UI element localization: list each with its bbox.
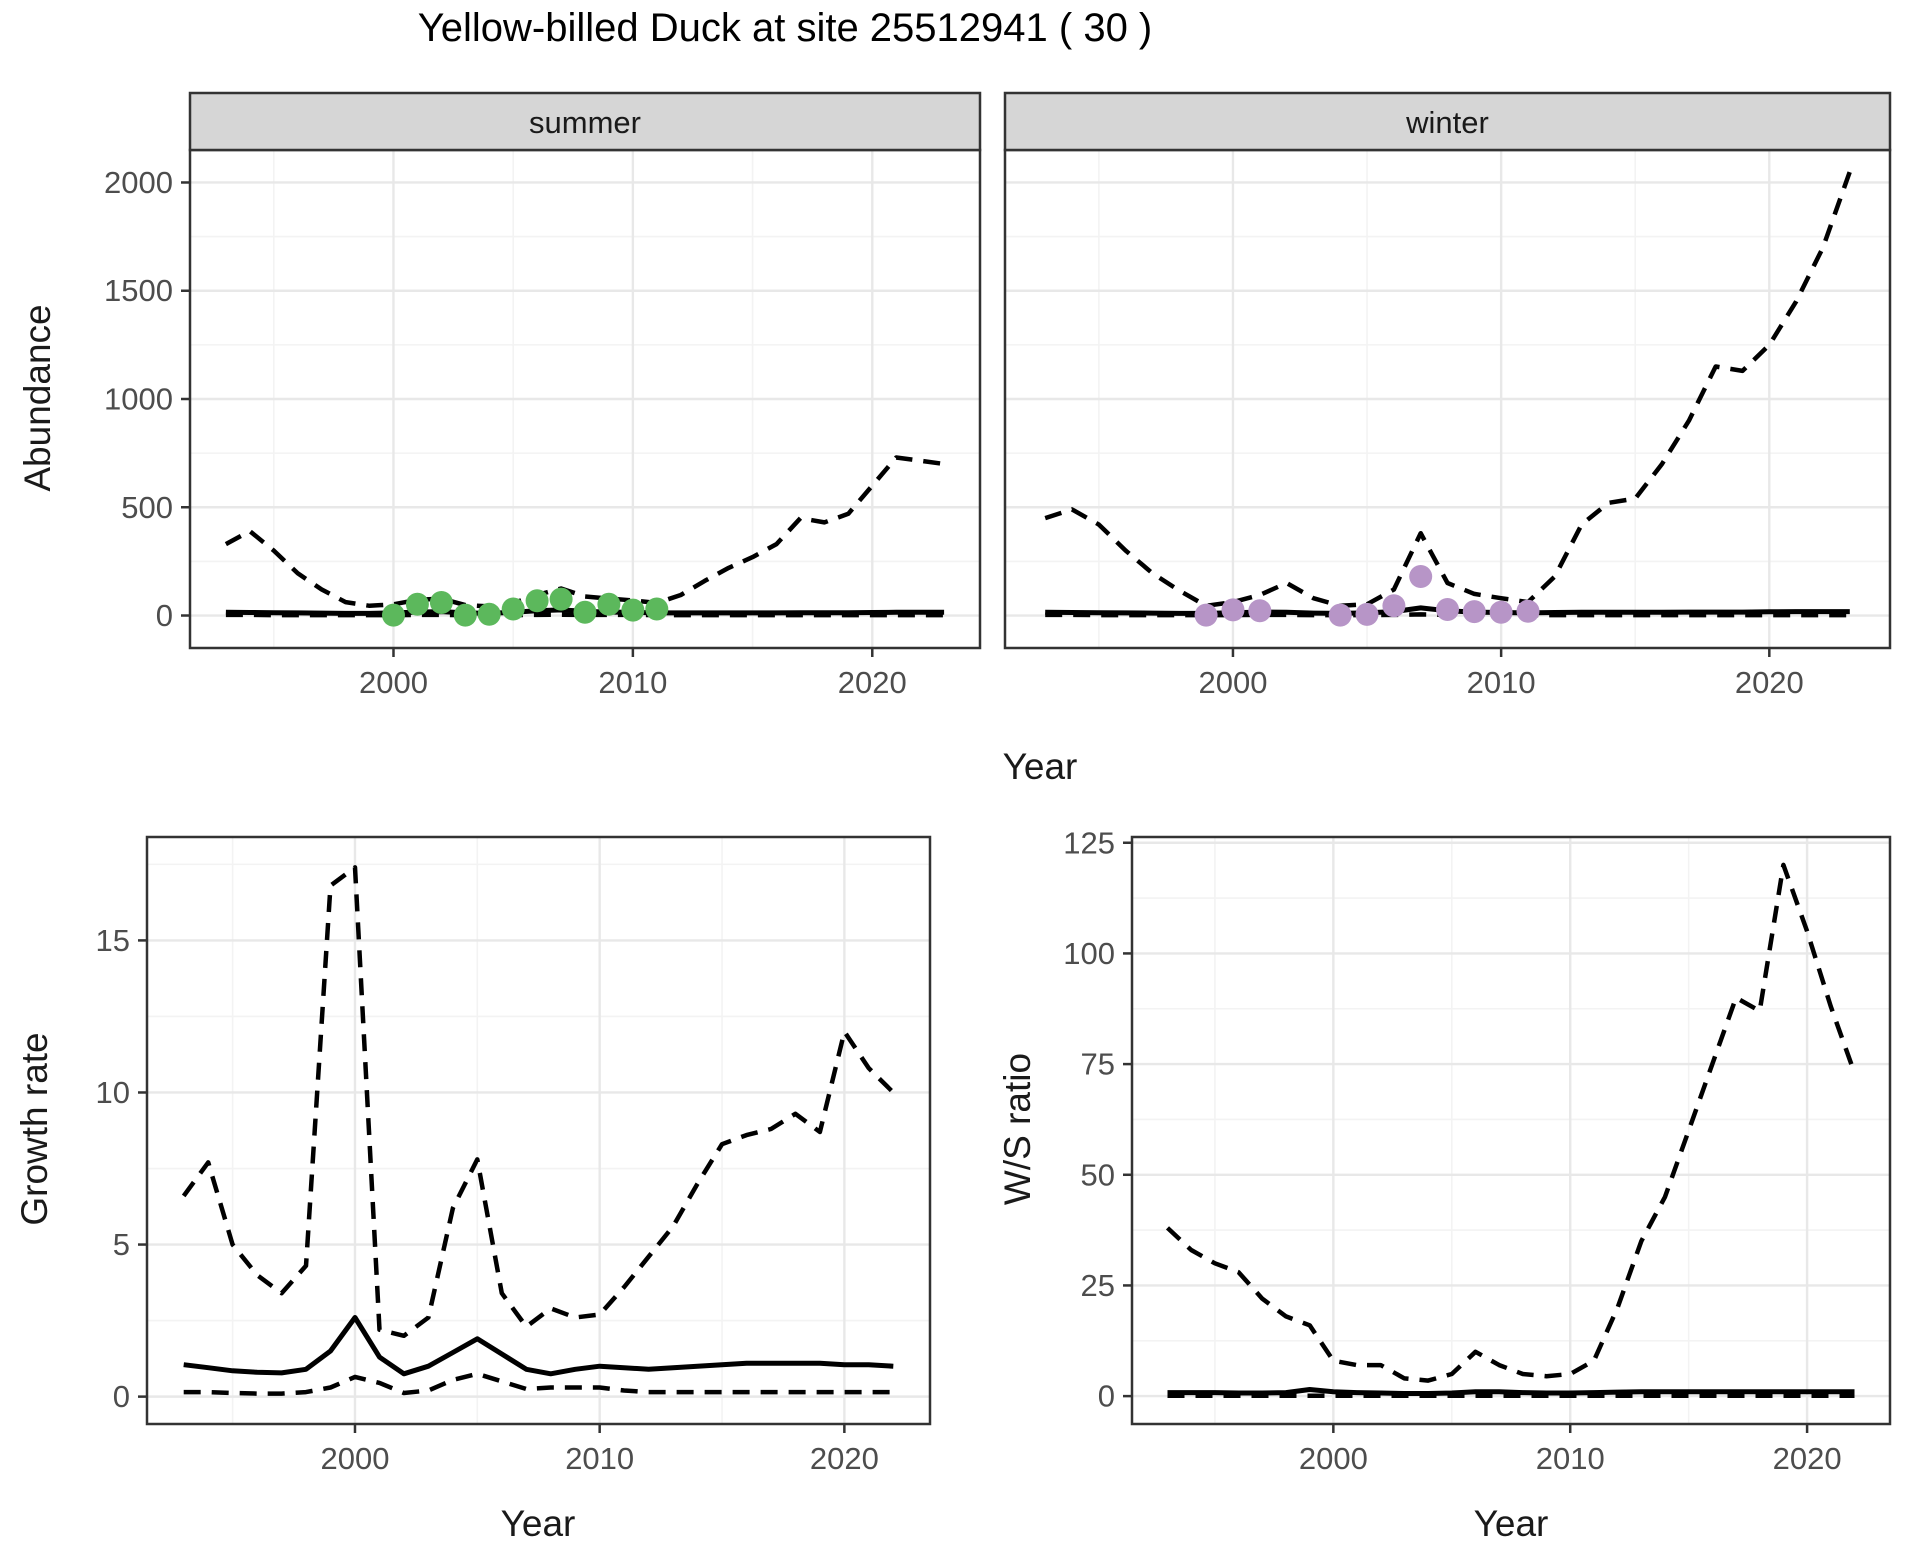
series-estimate-solid-line <box>1167 1387 1855 1396</box>
plot-title: Yellow-billed Duck at site 25512941 ( 30… <box>417 6 1153 50</box>
panel-border <box>145 835 932 1426</box>
series-upper_ci-dashed-line <box>181 865 895 1339</box>
y-axis-title-growth-rate: Growth rate <box>14 1032 55 1226</box>
data-point <box>453 603 477 627</box>
y-tick-label: 0 <box>1098 1379 1115 1414</box>
data-point <box>1489 600 1513 624</box>
x-tick-label: 2020 <box>838 665 907 700</box>
x-tick-label: 2020 <box>810 1441 879 1476</box>
data-point <box>405 592 429 616</box>
data-point <box>621 598 645 622</box>
data-point <box>1382 594 1406 618</box>
data-point <box>1248 599 1272 623</box>
y-tick-label: 500 <box>121 490 173 525</box>
y-axis-title-ws-ratio: W/S ratio <box>997 1052 1038 1206</box>
x-tick-label: 2000 <box>1299 1441 1368 1476</box>
x-axis-title-bottom-right: Year <box>1473 1503 1549 1544</box>
series-estimate-solid-line <box>183 1315 894 1377</box>
data-point <box>645 597 669 621</box>
facet-strip-label: winter <box>1405 105 1489 140</box>
points-observed_counts <box>382 587 669 627</box>
data-point <box>1462 600 1486 624</box>
data-point <box>549 587 573 611</box>
y-tick-label: 5 <box>113 1227 130 1262</box>
panel-border <box>1130 835 1892 1426</box>
x-tick-label: 2000 <box>359 665 428 700</box>
y-tick-label: 0 <box>113 1379 130 1414</box>
facet-strip <box>188 91 982 152</box>
data-point <box>1194 603 1218 627</box>
data-point <box>573 600 597 624</box>
x-tick-label: 2010 <box>598 665 667 700</box>
points-observed_counts <box>1194 565 1540 627</box>
x-tick-label: 2000 <box>321 1441 390 1476</box>
y-tick-label: 25 <box>1081 1268 1115 1303</box>
data-point <box>1355 602 1379 626</box>
series-upper_ci-dashed-line <box>1044 170 1852 609</box>
data-point <box>1436 598 1459 621</box>
y-tick-label: 15 <box>96 923 130 958</box>
data-point <box>429 591 453 614</box>
series-upper_ci-dashed-line <box>224 455 945 609</box>
y-tick-label: 50 <box>1081 1157 1115 1192</box>
data-point <box>1409 565 1433 588</box>
y-tick-label: 125 <box>1063 825 1115 860</box>
panel-growth-rate: 2000 2010 2020 0 5 10 15 <box>96 835 932 1476</box>
x-tick-label: 2010 <box>1536 1441 1605 1476</box>
x-axis-title-bottom-left: Year <box>500 1503 576 1544</box>
panel-abundance-winter: winter 2000 2010 2020 <box>1003 91 1892 700</box>
panel-background <box>1132 837 1890 1424</box>
y-tick-label: 0 <box>156 598 173 633</box>
data-point <box>1516 599 1540 623</box>
x-tick-label: 2020 <box>1735 665 1804 700</box>
facet-strip-label: summer <box>529 105 641 140</box>
data-point <box>477 602 501 626</box>
y-tick-label: 2000 <box>104 165 173 200</box>
grid-minor <box>147 837 930 1424</box>
data-point <box>1221 598 1245 622</box>
y-tick-label: 75 <box>1081 1047 1115 1082</box>
data-point <box>501 597 525 621</box>
y-tick-label: 1000 <box>104 382 173 417</box>
y-tick-label: 1500 <box>104 273 173 308</box>
panel-abundance-summer: summer 2000 2010 2020 0 500 1000 1500 2000 <box>104 91 982 700</box>
x-tick-label: 2010 <box>1467 665 1536 700</box>
series-upper_ci-dashed-line <box>1165 862 1857 1383</box>
y-tick-label: 10 <box>96 1075 130 1110</box>
x-axis-title-top: Year <box>1002 746 1078 787</box>
series-lower_ci-dashed-line <box>183 1371 894 1396</box>
grid-major <box>147 837 930 1424</box>
grid-minor <box>1132 837 1890 1424</box>
x-tick-label: 2010 <box>565 1441 634 1476</box>
y-axis-title-abundance: Abundance <box>17 304 58 492</box>
data-point <box>597 592 621 616</box>
facet-strip <box>1003 91 1892 152</box>
data-point <box>1328 603 1352 627</box>
panel-background <box>147 837 930 1424</box>
x-tick-label: 2000 <box>1198 665 1267 700</box>
y-tick-label: 100 <box>1063 936 1115 971</box>
x-tick-label: 2020 <box>1773 1441 1842 1476</box>
panel-ws-ratio: 2000 2010 2020 0 25 50 75 100 125 <box>1063 825 1892 1476</box>
data-point <box>382 603 405 627</box>
data-point <box>525 589 549 613</box>
